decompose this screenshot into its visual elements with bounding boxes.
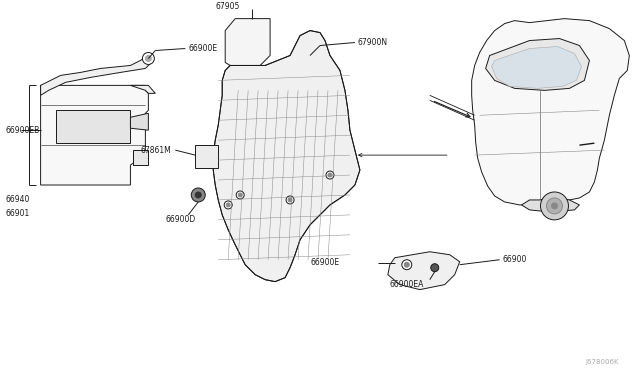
Polygon shape xyxy=(522,198,579,212)
Circle shape xyxy=(286,196,294,204)
Circle shape xyxy=(145,55,152,61)
Circle shape xyxy=(226,203,230,207)
Polygon shape xyxy=(131,86,156,93)
Circle shape xyxy=(288,198,292,202)
Polygon shape xyxy=(40,86,148,185)
Circle shape xyxy=(328,173,332,177)
Circle shape xyxy=(541,192,568,220)
Text: 66900EA: 66900EA xyxy=(390,280,424,289)
Polygon shape xyxy=(131,113,148,130)
Circle shape xyxy=(191,188,205,202)
Polygon shape xyxy=(492,46,581,89)
Polygon shape xyxy=(486,39,589,90)
Text: 67861M: 67861M xyxy=(140,145,171,155)
Circle shape xyxy=(195,192,201,198)
Text: 66940: 66940 xyxy=(6,195,30,205)
Text: J678006K: J678006K xyxy=(586,359,620,365)
Polygon shape xyxy=(133,150,148,165)
Text: 67905: 67905 xyxy=(215,2,239,11)
Circle shape xyxy=(404,262,410,267)
Circle shape xyxy=(547,198,563,214)
Text: 66900E: 66900E xyxy=(310,258,339,267)
Circle shape xyxy=(552,203,557,209)
Text: 66900EB: 66900EB xyxy=(6,126,40,135)
Text: 66900E: 66900E xyxy=(188,44,218,53)
Circle shape xyxy=(238,193,242,197)
Circle shape xyxy=(326,171,334,179)
Text: 66901: 66901 xyxy=(6,209,30,218)
Circle shape xyxy=(236,191,244,199)
Text: 66900: 66900 xyxy=(502,255,527,264)
Polygon shape xyxy=(56,110,131,143)
Circle shape xyxy=(431,264,439,272)
Polygon shape xyxy=(195,145,218,168)
Circle shape xyxy=(224,201,232,209)
Circle shape xyxy=(142,52,154,64)
Polygon shape xyxy=(213,31,360,282)
Text: 67900N: 67900N xyxy=(358,38,388,47)
Polygon shape xyxy=(388,252,460,290)
Circle shape xyxy=(402,260,412,270)
Polygon shape xyxy=(225,19,270,68)
Polygon shape xyxy=(472,19,629,205)
Text: 66900D: 66900D xyxy=(165,215,196,224)
Polygon shape xyxy=(40,55,154,95)
